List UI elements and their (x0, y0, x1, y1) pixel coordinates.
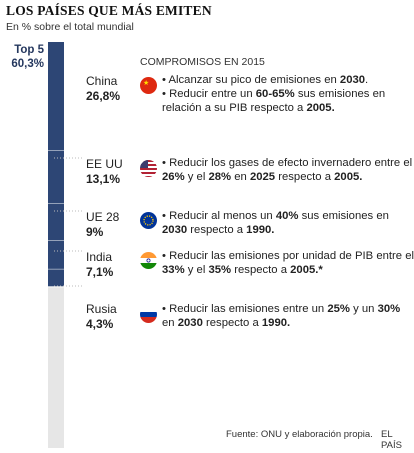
svg-text:★: ★ (143, 79, 149, 87)
country-label-ue28: UE 28 9% (86, 210, 119, 240)
bar-segment-china (48, 42, 64, 151)
country-name: China (86, 74, 118, 88)
chart-title: LOS PAÍSES QUE MÁS EMITEN (6, 3, 212, 18)
commitments-ue28: • Reducir al menos un 40% sus emisiones … (162, 209, 414, 237)
commitment-line: • Reducir entre un 60-65% sus emisiones … (162, 88, 386, 114)
country-value: 9% (86, 225, 104, 239)
top5-value: 60,3% (11, 58, 44, 70)
brand-label: EL PAÍS (381, 429, 402, 451)
chart-subtitle: En % sobre el total mundial (6, 21, 134, 33)
country-name: India (86, 250, 113, 264)
eu-flag-icon (140, 212, 157, 229)
commitment-line: • Alcanzar su pico de emisiones en 2030. (162, 74, 369, 86)
bar-segment-eeuu (48, 150, 64, 204)
bar-segment-ue28 (48, 203, 64, 241)
commitments-china: • Alcanzar su pico de emisiones en 2030.… (162, 73, 414, 115)
india-flag-icon (140, 252, 157, 269)
usa-flag-icon (140, 160, 157, 177)
commitments-india: • Reducir las emisiones por unidad de PI… (162, 249, 414, 277)
commitment-line: • Reducir las emisiones por unidad de PI… (162, 250, 414, 276)
country-name: UE 28 (86, 210, 120, 224)
bar-segment-india (48, 240, 64, 270)
country-value: 4,3% (86, 317, 114, 331)
country-value: 7,1% (86, 265, 114, 279)
bar-segment-rest (48, 286, 64, 448)
commitments-eeuu: • Reducir los gases de efecto invernader… (162, 156, 414, 184)
top5-label: Top 5 60,3% (2, 43, 44, 71)
country-name: EE UU (86, 157, 123, 171)
bar-segment-rusia (48, 269, 64, 287)
commitment-line: • Reducir las emisiones entre un 25% y u… (162, 303, 401, 329)
country-label-rusia: Rusia 4,3% (86, 302, 117, 332)
russia-flag-icon (140, 306, 157, 323)
top5-label-text: Top 5 (14, 44, 44, 56)
country-label-india: India 7,1% (86, 250, 113, 280)
china-flag-icon: ★ (140, 77, 157, 94)
country-label-china: China 26,8% (86, 74, 120, 104)
commitment-line: • Reducir los gases de efecto invernader… (162, 157, 413, 183)
source-note: Fuente: ONU y elaboración propia. (226, 429, 373, 440)
commitments-rusia: • Reducir las emisiones entre un 25% y u… (162, 302, 414, 330)
country-value: 13,1% (86, 172, 121, 186)
country-value: 26,8% (86, 89, 121, 103)
country-label-eeuu: EE UU 13,1% (86, 157, 123, 187)
commitment-line: • Reducir al menos un 40% sus emisiones … (162, 210, 389, 236)
country-name: Rusia (86, 302, 117, 316)
compromisos-heading: COMPROMISOS EN 2015 (140, 56, 265, 68)
